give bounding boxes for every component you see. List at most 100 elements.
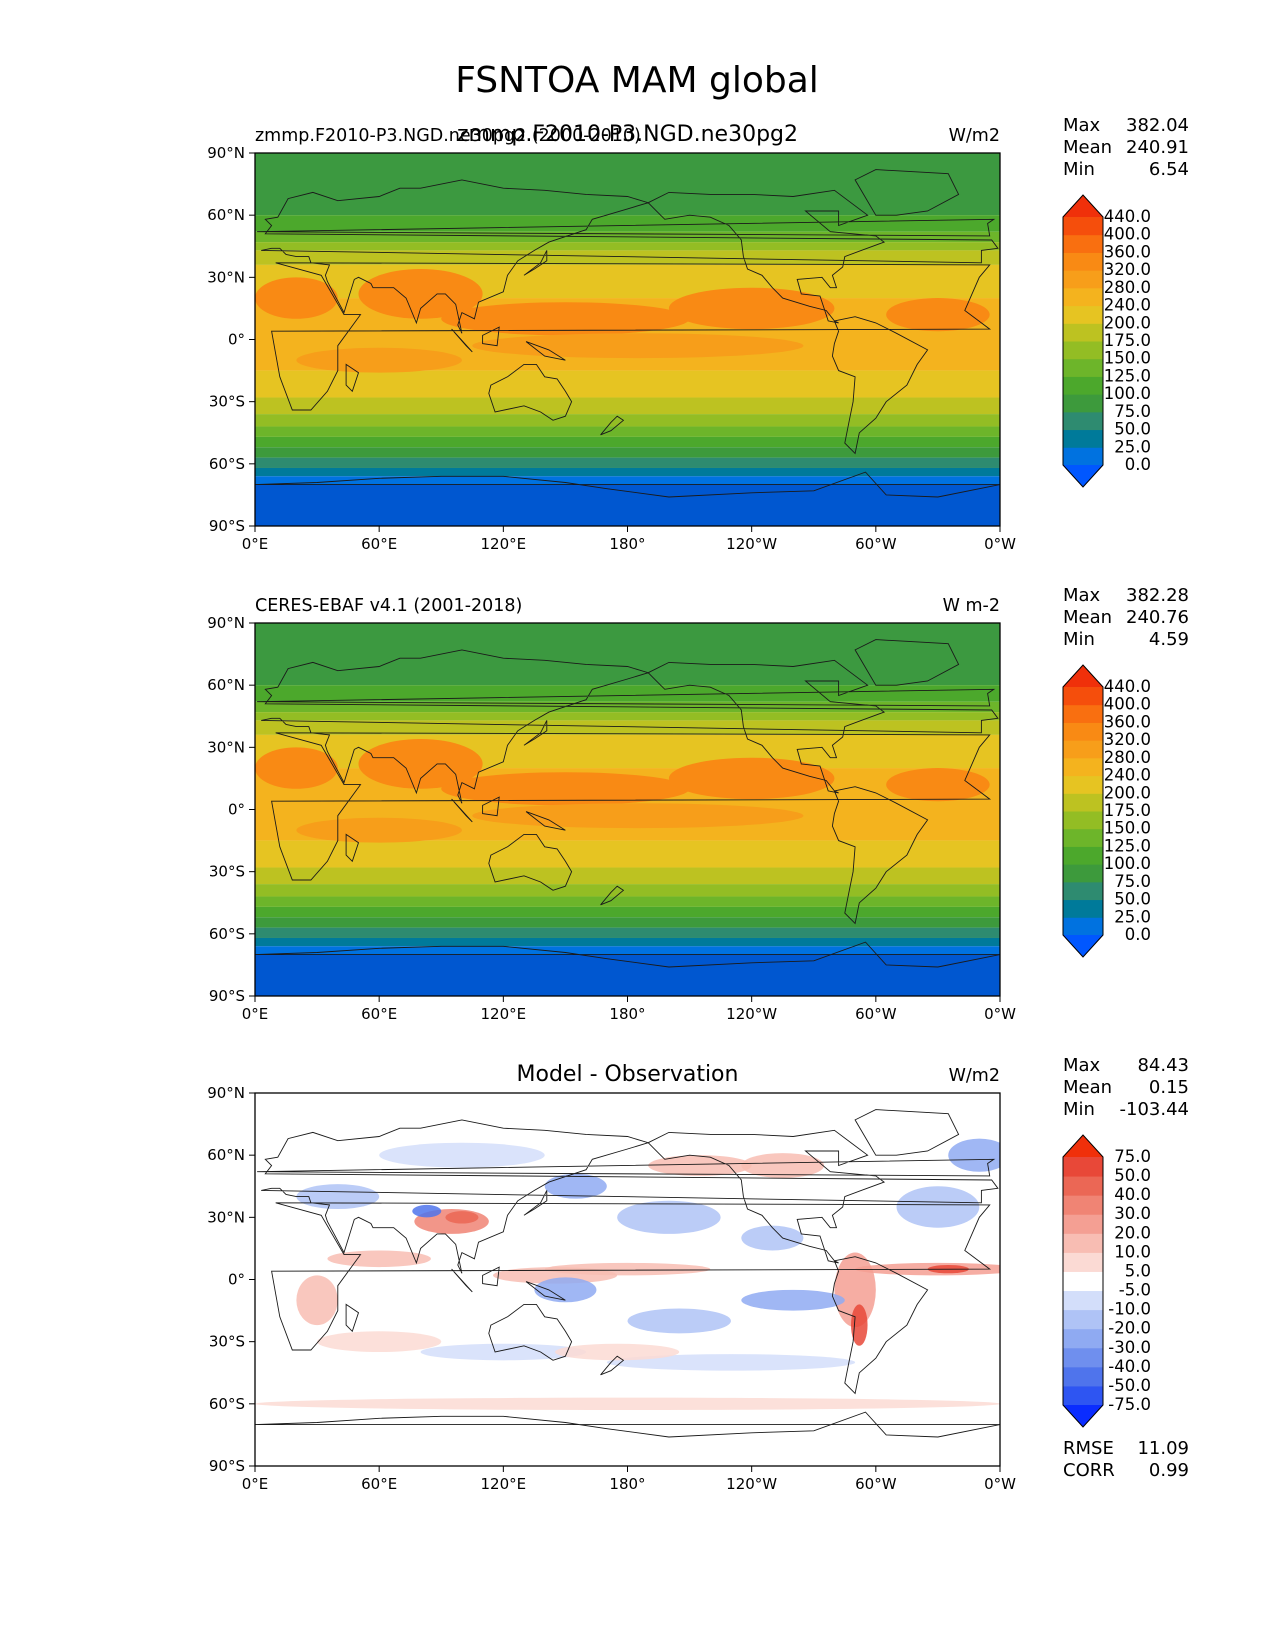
colorbar-reference: 0.025.050.075.0100.0125.0150.0175.0200.0… (1062, 664, 1151, 958)
colorbar-segment (1063, 1214, 1103, 1234)
panel-units: W/m2 (949, 126, 1000, 146)
panel-units: W/m2 (949, 1066, 1000, 1086)
lon-tick-label: 60°W (855, 1005, 897, 1023)
colorbar-level-label: 200.0 (1104, 313, 1151, 332)
colorbar-level-label: 240.0 (1104, 766, 1151, 785)
colorbar-outline (1062, 664, 1104, 958)
stat-mean-value: 240.91 (1126, 137, 1189, 158)
colorbar-segment (1063, 811, 1103, 830)
colorbar-level-label: 20.0 (1114, 1223, 1151, 1242)
colorbar-level-label: 75.0 (1114, 1147, 1151, 1166)
lat-tick-label: 60°N (207, 1146, 245, 1164)
lat-tick-label: 30°S (209, 863, 245, 881)
metric-corr-value: 0.99 (1149, 1460, 1189, 1481)
colorbar-level-label: -75.0 (1108, 1395, 1151, 1414)
colorbar-outline (1062, 1134, 1104, 1428)
panel-center-title: Model - Observation (517, 1062, 739, 1087)
metric-rmse-label: RMSE (1063, 1438, 1114, 1459)
colorbar-level-label: 320.0 (1104, 730, 1151, 749)
colorbar-level-label: 440.0 (1104, 207, 1151, 226)
metric-corr-label: CORR (1063, 1460, 1115, 1481)
colorbar-level-label: -5.0 (1119, 1281, 1151, 1300)
colorbar-level-label: -20.0 (1108, 1319, 1151, 1338)
lat-tick-label: 30°N (207, 738, 245, 756)
panel-left-title: zmmp.F2010-P3.NGD.ne30pg2 (2000-2010) (255, 126, 641, 146)
lat-tick-label: 90°N (207, 614, 245, 632)
lat-tick-label: 60°S (209, 925, 245, 943)
colorbar-segment (1063, 270, 1103, 289)
colorbar-segment (1063, 1385, 1103, 1406)
lon-tick-label: 0°W (984, 1475, 1016, 1493)
colorbar-segment (1063, 740, 1103, 759)
lon-tick-label: 60°W (855, 535, 897, 553)
stat-min-label: Min (1063, 1099, 1095, 1120)
stat-max-value: 382.04 (1126, 115, 1189, 136)
stat-mean-value: 240.76 (1126, 607, 1189, 628)
colorbar-segment (1063, 1271, 1103, 1292)
lon-tick-label: 0°W (984, 1005, 1016, 1023)
colorbar-level-label: 50.0 (1114, 890, 1151, 909)
colorbar-level-label: 200.0 (1104, 783, 1151, 802)
colorbar-segment (1063, 828, 1103, 847)
colorbar-extend-max (1063, 1135, 1103, 1157)
colorbar-extend-min (1063, 1405, 1103, 1427)
colorbar-extend-max (1063, 195, 1103, 217)
colorbar-segment (1063, 252, 1103, 271)
map-field-test (255, 153, 1000, 526)
colorbar-segment (1063, 687, 1103, 706)
lat-tick-label: 0° (228, 331, 245, 349)
colorbar-level-label: 440.0 (1104, 677, 1151, 696)
colorbar-level-label: 5.0 (1125, 1261, 1151, 1280)
lat-tick-label: 60°S (209, 455, 245, 473)
colorbar-extend-max (1063, 665, 1103, 687)
stat-mean-label: Mean (1063, 1077, 1112, 1098)
colorbar-segment (1063, 1157, 1103, 1177)
colorbar-segment (1063, 1252, 1103, 1272)
colorbar-level-label: 100.0 (1104, 854, 1151, 873)
lon-tick-label: 0°E (242, 1475, 269, 1493)
lon-tick-label: 120°W (726, 535, 777, 553)
stat-max-label: Max (1063, 115, 1101, 136)
colorbar-level-label: 150.0 (1104, 819, 1151, 838)
colorbar-segment (1063, 376, 1103, 395)
colorbar-segment (1063, 341, 1103, 360)
colorbar-outline (1062, 194, 1104, 488)
lon-tick-label: 180° (609, 1005, 645, 1023)
colorbar-level-label: 175.0 (1104, 331, 1151, 350)
lon-tick-label: 60°E (361, 1475, 397, 1493)
colorbar-level-label: 25.0 (1114, 437, 1151, 456)
stat-mean-value: 0.15 (1149, 1077, 1189, 1098)
colorbar-segment (1063, 1176, 1103, 1196)
colorbar-difference: -75.0-50.0-40.0-30.0-20.0-10.0-5.05.010.… (1062, 1134, 1151, 1428)
colorbar-segment (1063, 429, 1103, 448)
coastline (255, 639, 1000, 968)
colorbar-level-label: 10.0 (1114, 1242, 1151, 1261)
coastline (255, 169, 1000, 498)
stat-max-label: Max (1063, 1055, 1101, 1076)
stat-mean-label: Mean (1063, 137, 1112, 158)
colorbar-level-label: 100.0 (1104, 384, 1151, 403)
colorbar-segment (1063, 217, 1103, 236)
lat-tick-label: 30°N (207, 1208, 245, 1226)
lon-tick-label: 0°E (242, 535, 269, 553)
colorbar-level-label: 150.0 (1104, 349, 1151, 368)
lat-tick-label: 30°S (209, 393, 245, 411)
lon-tick-label: 120°E (481, 1475, 527, 1493)
lat-tick-label: 90°S (209, 987, 245, 1005)
panel-center-title: zmmp.F2010-P3.NGD.ne30pg2 (457, 122, 798, 147)
colorbar-segment (1063, 287, 1103, 307)
colorbar-segment (1063, 757, 1103, 777)
colorbar-segment (1063, 234, 1103, 253)
colorbar-level-label: 50.0 (1114, 420, 1151, 439)
colorbar-level-label: 400.0 (1104, 695, 1151, 714)
colorbar-segment (1063, 1290, 1103, 1311)
colorbar-segment (1063, 881, 1103, 901)
coastline (255, 1109, 1000, 1438)
lat-tick-label: 60°N (207, 676, 245, 694)
lon-tick-label: 0°W (984, 535, 1016, 553)
colorbar-segment (1063, 1233, 1103, 1253)
lat-tick-label: 90°N (207, 144, 245, 162)
lon-tick-label: 60°E (361, 535, 397, 553)
lat-tick-label: 90°S (209, 517, 245, 535)
